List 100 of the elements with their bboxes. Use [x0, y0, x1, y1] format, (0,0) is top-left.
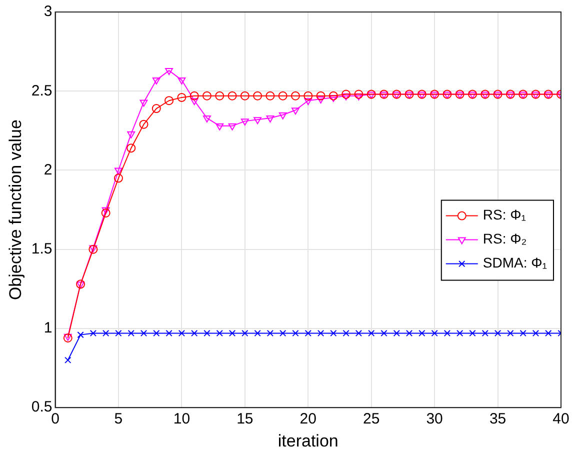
point — [304, 98, 312, 106]
point — [228, 330, 236, 337]
point — [304, 330, 312, 337]
point — [266, 91, 275, 100]
point — [292, 108, 300, 115]
x-tick-label: 35 — [489, 410, 506, 428]
point — [190, 91, 199, 100]
point — [290, 91, 300, 100]
point — [316, 96, 325, 104]
point — [278, 91, 288, 100]
point — [304, 91, 313, 100]
point — [292, 330, 299, 337]
legend-label: RS: Φ₂ — [482, 230, 527, 247]
x-tick-label: 30 — [426, 410, 443, 428]
point — [354, 90, 364, 99]
x-tick-label: 5 — [114, 410, 123, 428]
point — [280, 330, 286, 337]
x-axis-title: iteration — [278, 431, 338, 450]
point — [329, 94, 338, 102]
point — [532, 330, 540, 337]
point — [342, 93, 350, 100]
legend-label: RS: Φ₁ — [482, 206, 526, 223]
point — [128, 330, 134, 337]
point — [127, 131, 136, 138]
point — [164, 96, 174, 106]
point — [545, 330, 552, 337]
point — [190, 98, 198, 106]
point — [406, 330, 413, 337]
point — [266, 330, 274, 337]
y-axis-title: Objective function value — [6, 120, 25, 300]
point — [126, 144, 136, 153]
point — [216, 123, 224, 130]
point — [393, 330, 400, 337]
point — [64, 356, 72, 364]
point — [114, 168, 122, 175]
point — [342, 330, 350, 337]
point — [140, 100, 148, 107]
point — [166, 330, 172, 337]
point — [140, 330, 148, 337]
point — [114, 174, 123, 183]
point — [444, 330, 451, 337]
point — [177, 92, 186, 102]
x-tick-label: 0 — [51, 410, 60, 428]
point — [418, 330, 426, 337]
point — [152, 78, 160, 85]
point — [202, 91, 212, 100]
point — [330, 330, 337, 337]
point — [90, 330, 97, 337]
point — [191, 330, 198, 337]
point — [152, 104, 161, 114]
point — [469, 330, 476, 337]
point — [368, 330, 375, 337]
y-tick-label: 1 — [44, 320, 52, 337]
point — [520, 330, 526, 337]
point — [278, 112, 287, 120]
point — [240, 118, 249, 126]
point — [494, 330, 502, 337]
x-tick-label: 20 — [300, 410, 316, 428]
legend-label: SDMA: Φ₁ — [482, 254, 548, 271]
point — [228, 91, 237, 100]
y-tick-label: 2.5 — [31, 82, 52, 100]
x-tick-label: 40 — [552, 410, 570, 428]
point — [240, 91, 250, 100]
point — [431, 330, 438, 337]
point — [139, 120, 148, 129]
y-tick-label: 2 — [44, 161, 52, 178]
point — [316, 91, 326, 100]
y-tick-label: 3 — [44, 3, 52, 20]
point — [153, 330, 160, 337]
point — [354, 93, 363, 100]
point — [216, 330, 223, 337]
point — [342, 90, 351, 99]
point — [228, 123, 236, 130]
point — [102, 330, 110, 337]
x-tick-label: 15 — [236, 410, 254, 428]
point — [380, 330, 388, 337]
point — [355, 330, 362, 337]
point — [203, 116, 211, 123]
point — [77, 331, 84, 338]
point — [328, 91, 338, 100]
point — [102, 207, 110, 214]
point — [507, 330, 514, 337]
point — [242, 330, 248, 337]
y-tick-label: 0.5 — [31, 398, 52, 416]
point — [456, 330, 464, 337]
point — [317, 330, 324, 337]
point — [178, 78, 186, 85]
point — [204, 330, 210, 337]
point — [266, 116, 274, 123]
point — [101, 208, 110, 218]
point — [253, 91, 262, 100]
x-tick-label: 25 — [363, 410, 380, 428]
point — [254, 330, 261, 337]
point — [115, 330, 122, 337]
point — [178, 330, 186, 337]
x-tick-label: 10 — [173, 410, 190, 428]
point — [254, 117, 262, 124]
y-tick-label: 1.5 — [31, 240, 52, 258]
point — [165, 68, 174, 76]
point — [215, 91, 224, 100]
